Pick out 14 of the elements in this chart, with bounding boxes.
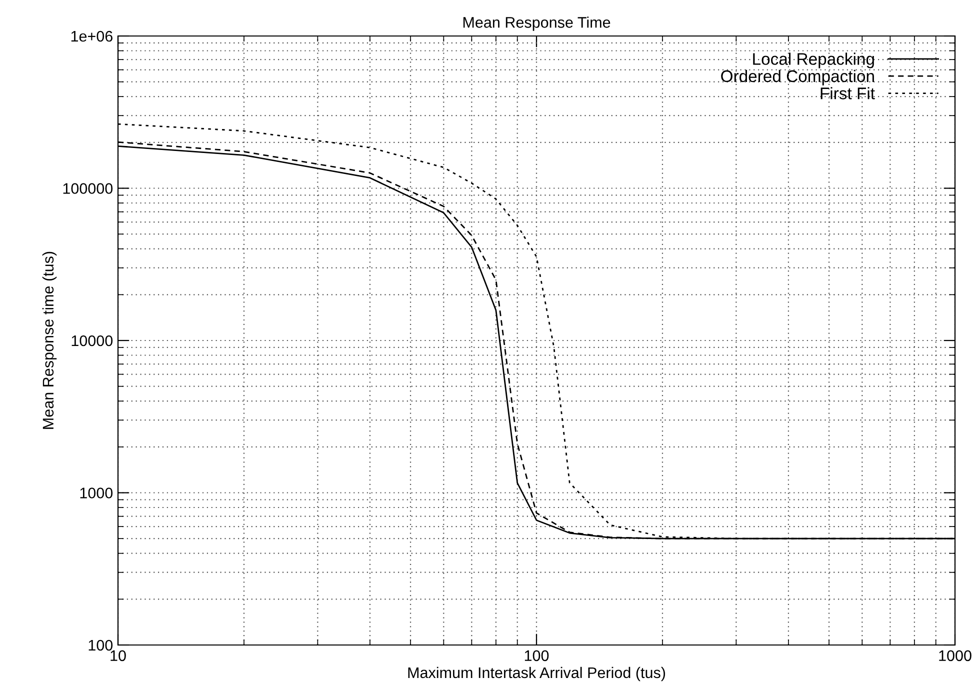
x-tick-label: 100 [524,650,549,662]
chart-title: Mean Response Time [463,16,610,31]
legend-label: Ordered Compaction [721,70,874,86]
legend-label: First Fit [820,87,875,100]
legend-label: Local Repacking [753,52,874,68]
y-tick-label: 1e+06 [71,30,112,42]
y-axis-title: Mean Response time (tus) [42,252,57,429]
y-tick-label: 100000 [63,183,113,194]
y-tick-label: 1000 [80,488,113,498]
x-tick-label: 10 [110,650,126,662]
x-tick-label: 1000 [939,650,972,662]
x-axis-title: Maximum Intertask Arrival Period (tus) [408,666,666,682]
y-tick-label: 100 [88,640,113,651]
y-tick-label: 10000 [72,335,113,346]
